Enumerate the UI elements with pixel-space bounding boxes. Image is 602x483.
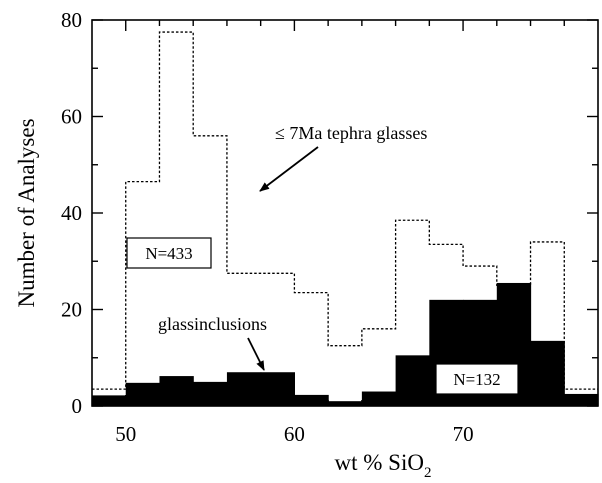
n132-box — [435, 363, 519, 395]
annotation-glass-inclusions: glassinclusions — [158, 314, 267, 334]
solid-bar — [361, 391, 397, 406]
solid-bar — [125, 382, 161, 406]
tephra-glasses-outline — [92, 31, 598, 390]
solid-bar — [226, 372, 262, 406]
axis-ticks — [92, 19, 598, 407]
solid-bar — [159, 376, 194, 406]
solid-bar — [294, 394, 329, 406]
y-tick-label: 40 — [61, 201, 82, 225]
annotation-inclusions-arrow — [247, 337, 265, 371]
solid-bar — [395, 355, 430, 406]
annotation-tephra-glasses: ≤ 7Ma tephra glasses — [275, 123, 427, 143]
solid-bar — [260, 372, 295, 406]
x-tick-label: 60 — [284, 422, 305, 446]
y-axis-title: Number of Analyses — [14, 118, 39, 307]
solid-bar — [193, 381, 228, 407]
x-axis-title-subscript: 2 — [424, 465, 432, 481]
x-axis-title: wt % SiO2 — [335, 450, 432, 481]
solid-bar — [328, 401, 363, 406]
solid-bar — [564, 393, 599, 406]
y-tick-label: 80 — [61, 8, 82, 32]
glass-inclusions-bars — [92, 282, 599, 407]
x-tick-label: 70 — [453, 422, 474, 446]
y-tick-label: 0 — [72, 394, 83, 418]
y-tick-label: 60 — [61, 105, 82, 129]
n433-box — [126, 237, 212, 269]
y-tick-label: 20 — [61, 298, 82, 322]
axis-tick-labels: 50 60 70 0 20 40 60 80 — [61, 8, 474, 446]
annotation-tephra-arrow — [259, 146, 319, 192]
n433-label: N=433 — [145, 244, 192, 263]
x-axis-title-main: wt % SiO — [335, 450, 424, 475]
solid-bar — [92, 395, 127, 406]
solid-bar — [530, 340, 565, 406]
n132-label: N=132 — [453, 370, 500, 389]
x-tick-label: 50 — [115, 422, 136, 446]
